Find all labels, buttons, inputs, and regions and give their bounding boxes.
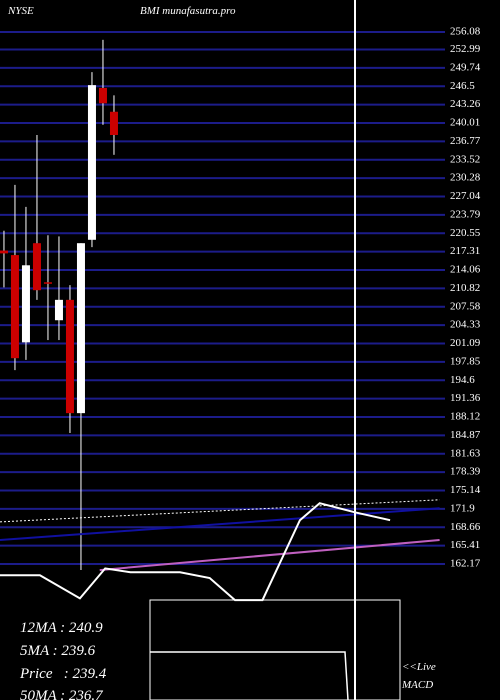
y-tick-label: 175.14 — [450, 484, 481, 496]
candle-body — [43, 282, 52, 284]
candle-body — [65, 299, 74, 414]
candle-body — [109, 111, 118, 135]
y-tick-label: 194.6 — [450, 374, 475, 386]
macd-line — [150, 651, 349, 700]
y-tick-label: 165.41 — [450, 539, 480, 551]
y-tick-label: 188.12 — [450, 411, 480, 423]
candle-body — [0, 250, 8, 254]
y-tick-label: 220.55 — [450, 227, 481, 239]
plot-area — [0, 31, 445, 602]
y-tick-label: 230.28 — [450, 172, 481, 184]
y-tick-label: 233.52 — [450, 153, 480, 165]
y-tick-label: 249.74 — [450, 61, 481, 73]
chart-title: BMI munafasutra.pro — [140, 5, 236, 17]
y-tick-label: 256.08 — [450, 26, 481, 38]
y-tick-label: 240.01 — [450, 117, 480, 129]
indicator-line — [99, 539, 440, 572]
candle-body — [54, 299, 63, 321]
y-tick-label: 178.39 — [450, 466, 481, 478]
candle-body — [10, 255, 19, 359]
y-tick-label: 252.99 — [450, 43, 481, 55]
indicator-line — [0, 499, 440, 523]
indicator-line — [0, 507, 440, 541]
indicator-line — [0, 502, 391, 602]
stat: Price : 239.4 — [19, 666, 107, 682]
stat: 5MA : 239.6 — [20, 643, 96, 659]
y-tick-label: 197.85 — [450, 355, 481, 367]
candle-body — [32, 243, 41, 291]
y-tick-label: 162.17 — [450, 558, 481, 570]
macd-label: MACD — [401, 679, 433, 691]
y-tick-label: 217.31 — [450, 245, 480, 257]
y-tick-label: 243.26 — [450, 98, 481, 110]
y-tick-label: 184.87 — [450, 429, 481, 441]
candle-body — [21, 265, 30, 343]
y-tick-label: 204.33 — [450, 319, 481, 331]
y-tick-label: 246.5 — [450, 80, 475, 92]
macd-label: <<Live — [402, 661, 436, 673]
y-tick-label: 168.66 — [450, 521, 481, 533]
y-tick-label: 191.36 — [450, 392, 481, 404]
exchange: NYSE — [7, 5, 34, 17]
y-tick-label: 181.63 — [450, 447, 481, 459]
y-tick-label: 236.77 — [450, 135, 481, 147]
candle-body — [76, 243, 85, 414]
y-tick-label: 207.58 — [450, 300, 481, 312]
y-tick-label: 223.79 — [450, 208, 481, 220]
y-tick-label: 201.09 — [450, 337, 481, 349]
candle-body — [98, 87, 107, 104]
macd-box — [149, 599, 401, 700]
stat: 50MA : 236.7 — [20, 688, 104, 700]
y-tick-label: 214.06 — [450, 264, 481, 276]
y-tick-label: 227.04 — [450, 190, 481, 202]
stat: 12MA : 240.9 — [20, 620, 103, 636]
y-tick-label: 171.9 — [450, 502, 475, 514]
y-tick-label: 210.82 — [450, 282, 480, 294]
candle-body — [87, 85, 96, 240]
